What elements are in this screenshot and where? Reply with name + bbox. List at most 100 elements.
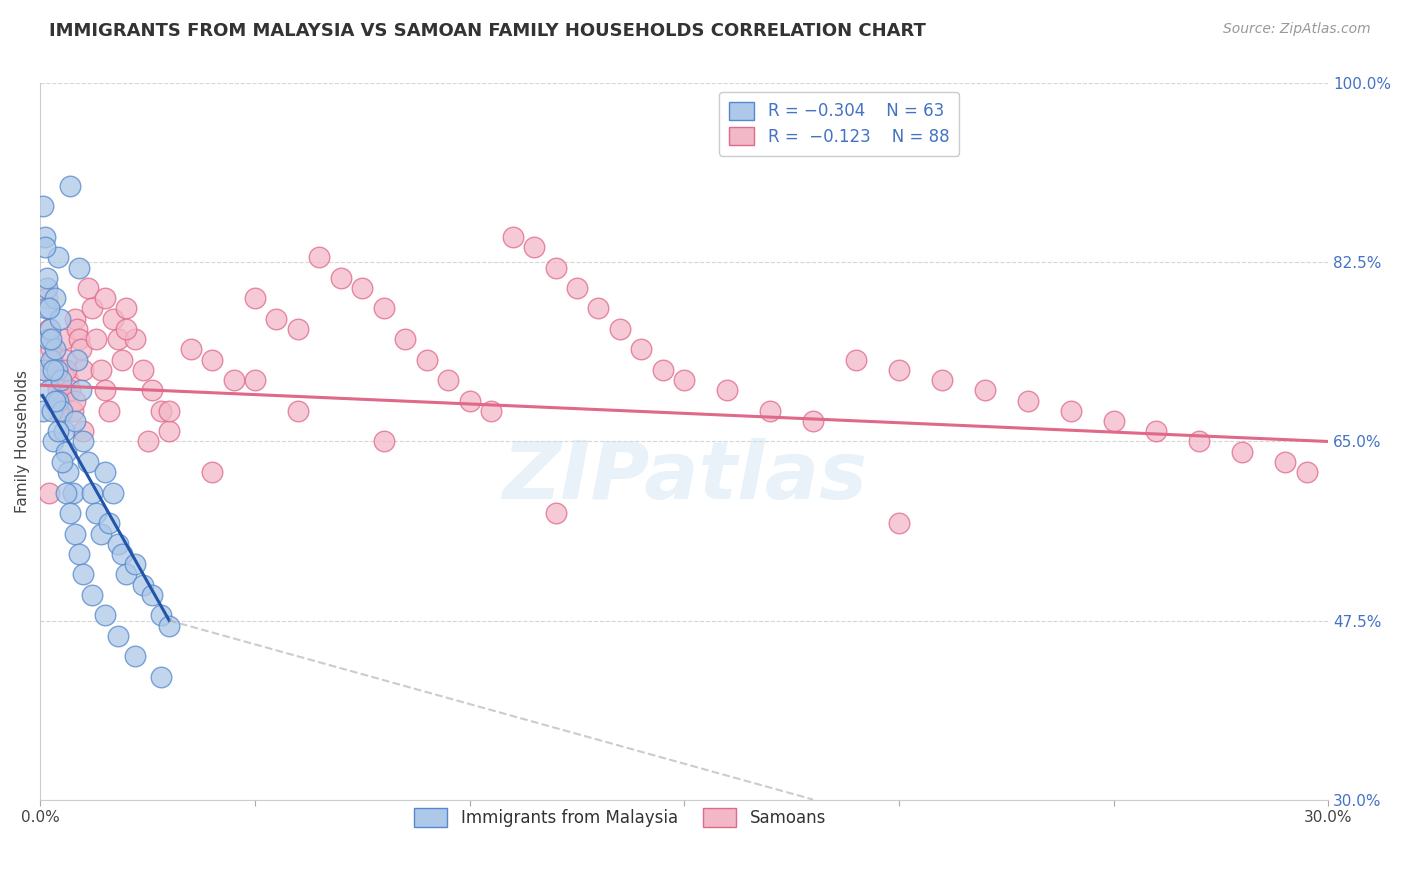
Point bbox=[437, 373, 460, 387]
Point bbox=[46, 404, 69, 418]
Point bbox=[94, 384, 117, 398]
Point bbox=[42, 363, 65, 377]
Point bbox=[76, 281, 98, 295]
Point bbox=[48, 311, 70, 326]
Point bbox=[1146, 424, 1168, 438]
Point bbox=[373, 434, 395, 449]
Point bbox=[66, 352, 89, 367]
Point bbox=[266, 311, 288, 326]
Point bbox=[80, 485, 103, 500]
Point bbox=[609, 322, 631, 336]
Point bbox=[58, 373, 80, 387]
Point bbox=[103, 311, 125, 326]
Point bbox=[62, 485, 84, 500]
Point bbox=[55, 485, 77, 500]
Point bbox=[39, 343, 62, 357]
Point bbox=[37, 332, 59, 346]
Point bbox=[973, 384, 995, 398]
Point bbox=[107, 629, 129, 643]
Point bbox=[1102, 414, 1125, 428]
Point bbox=[72, 363, 94, 377]
Point bbox=[243, 291, 266, 305]
Point bbox=[31, 199, 53, 213]
Point bbox=[630, 343, 652, 357]
Point bbox=[32, 363, 55, 377]
Point bbox=[53, 332, 76, 346]
Point bbox=[44, 373, 66, 387]
Point bbox=[149, 404, 172, 418]
Point bbox=[141, 384, 163, 398]
Point bbox=[479, 404, 502, 418]
Point bbox=[416, 352, 439, 367]
Point bbox=[1017, 393, 1039, 408]
Point bbox=[887, 363, 910, 377]
Point bbox=[72, 424, 94, 438]
Point bbox=[115, 567, 138, 582]
Point bbox=[38, 322, 60, 336]
Point bbox=[48, 251, 70, 265]
Point bbox=[651, 363, 673, 377]
Point bbox=[66, 322, 89, 336]
Point bbox=[565, 281, 588, 295]
Point bbox=[38, 301, 60, 316]
Point bbox=[157, 404, 180, 418]
Point bbox=[544, 260, 567, 275]
Point bbox=[42, 434, 65, 449]
Point bbox=[46, 384, 69, 398]
Point bbox=[458, 393, 481, 408]
Point bbox=[716, 384, 738, 398]
Point bbox=[34, 363, 56, 377]
Point bbox=[1232, 444, 1254, 458]
Point bbox=[59, 178, 82, 193]
Point bbox=[38, 485, 60, 500]
Point bbox=[1188, 434, 1211, 449]
Point bbox=[70, 384, 93, 398]
Point bbox=[98, 404, 121, 418]
Point bbox=[308, 251, 330, 265]
Point bbox=[111, 352, 134, 367]
Point bbox=[544, 506, 567, 520]
Text: Source: ZipAtlas.com: Source: ZipAtlas.com bbox=[1223, 22, 1371, 37]
Point bbox=[44, 393, 66, 408]
Point bbox=[801, 414, 824, 428]
Point bbox=[124, 649, 146, 664]
Point bbox=[84, 506, 107, 520]
Point bbox=[31, 404, 53, 418]
Point bbox=[124, 558, 146, 572]
Point bbox=[201, 352, 224, 367]
Point bbox=[115, 322, 138, 336]
Point bbox=[39, 352, 62, 367]
Point bbox=[588, 301, 610, 316]
Point bbox=[98, 516, 121, 531]
Point bbox=[80, 301, 103, 316]
Point bbox=[48, 393, 70, 408]
Point bbox=[89, 526, 111, 541]
Point bbox=[63, 526, 86, 541]
Point bbox=[502, 230, 524, 244]
Legend: Immigrants from Malaysia, Samoans: Immigrants from Malaysia, Samoans bbox=[408, 802, 832, 834]
Point bbox=[115, 301, 138, 316]
Point bbox=[107, 537, 129, 551]
Point bbox=[243, 373, 266, 387]
Point bbox=[34, 301, 56, 316]
Point bbox=[124, 332, 146, 346]
Point bbox=[67, 260, 90, 275]
Point bbox=[41, 404, 63, 418]
Point bbox=[136, 434, 159, 449]
Point bbox=[46, 424, 69, 438]
Point bbox=[34, 240, 56, 254]
Point bbox=[51, 404, 73, 418]
Point bbox=[94, 465, 117, 479]
Point bbox=[132, 577, 155, 591]
Point bbox=[67, 547, 90, 561]
Point bbox=[845, 352, 868, 367]
Point bbox=[35, 270, 58, 285]
Point bbox=[35, 291, 58, 305]
Point bbox=[157, 424, 180, 438]
Point bbox=[329, 270, 352, 285]
Point bbox=[53, 424, 76, 438]
Point bbox=[352, 281, 374, 295]
Point bbox=[63, 414, 86, 428]
Point bbox=[49, 373, 72, 387]
Point bbox=[38, 322, 60, 336]
